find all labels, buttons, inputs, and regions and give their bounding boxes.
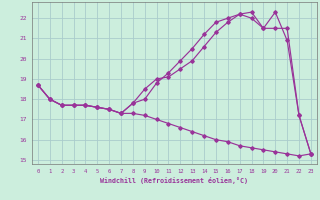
X-axis label: Windchill (Refroidissement éolien,°C): Windchill (Refroidissement éolien,°C) [100, 177, 248, 184]
